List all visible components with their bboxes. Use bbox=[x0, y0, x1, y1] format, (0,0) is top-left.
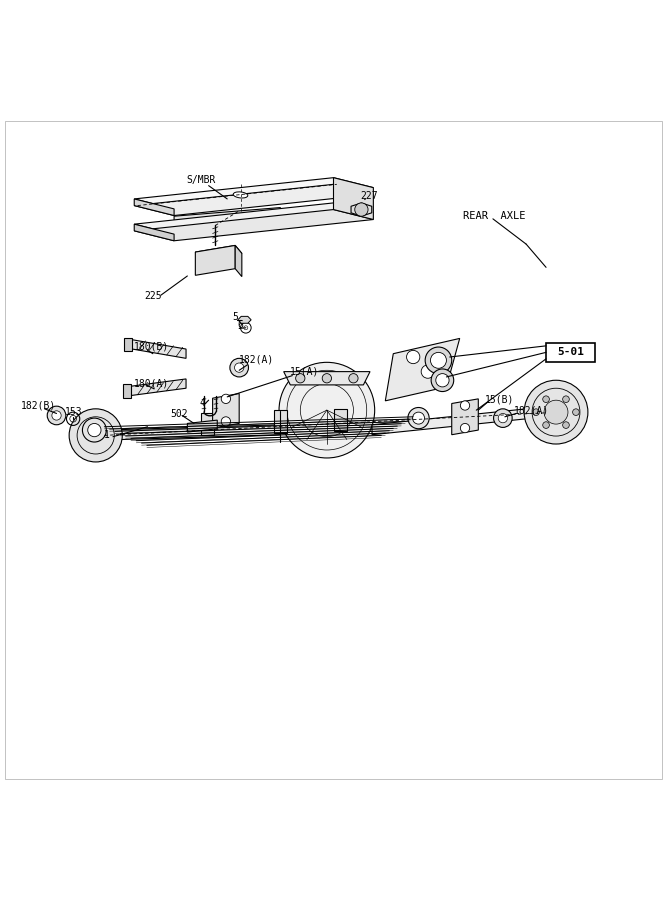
Polygon shape bbox=[386, 338, 460, 400]
Circle shape bbox=[431, 369, 454, 392]
Circle shape bbox=[436, 374, 449, 387]
Circle shape bbox=[88, 423, 101, 436]
Circle shape bbox=[573, 409, 579, 416]
Circle shape bbox=[221, 417, 231, 426]
Text: 15(B): 15(B) bbox=[485, 394, 514, 404]
Text: 5: 5 bbox=[233, 311, 238, 322]
Polygon shape bbox=[372, 407, 546, 435]
Circle shape bbox=[460, 423, 470, 433]
Text: 502: 502 bbox=[171, 409, 188, 419]
Polygon shape bbox=[123, 384, 131, 398]
Circle shape bbox=[295, 374, 305, 382]
Circle shape bbox=[355, 202, 368, 216]
Circle shape bbox=[563, 422, 570, 428]
Polygon shape bbox=[283, 372, 370, 385]
Circle shape bbox=[83, 418, 106, 442]
Circle shape bbox=[69, 409, 122, 462]
Circle shape bbox=[543, 422, 550, 428]
Circle shape bbox=[563, 396, 570, 402]
Circle shape bbox=[544, 400, 568, 424]
Circle shape bbox=[430, 353, 446, 368]
Polygon shape bbox=[131, 379, 186, 395]
Polygon shape bbox=[104, 425, 280, 440]
Polygon shape bbox=[187, 420, 217, 432]
Circle shape bbox=[52, 410, 61, 420]
Text: 182(A): 182(A) bbox=[239, 355, 274, 365]
Bar bbox=[273, 410, 287, 433]
Circle shape bbox=[498, 413, 508, 423]
Text: 4: 4 bbox=[199, 398, 205, 409]
Circle shape bbox=[407, 350, 420, 364]
Polygon shape bbox=[174, 208, 280, 230]
Text: 6: 6 bbox=[237, 320, 243, 329]
Circle shape bbox=[47, 406, 66, 425]
Text: 15(A): 15(A) bbox=[290, 366, 319, 376]
Polygon shape bbox=[235, 246, 242, 276]
Text: 5-01: 5-01 bbox=[557, 347, 584, 357]
Polygon shape bbox=[351, 203, 372, 216]
Circle shape bbox=[322, 374, 331, 382]
Circle shape bbox=[235, 363, 244, 373]
Polygon shape bbox=[195, 246, 242, 260]
Circle shape bbox=[408, 408, 429, 428]
Polygon shape bbox=[134, 177, 374, 209]
Circle shape bbox=[460, 400, 470, 410]
Circle shape bbox=[349, 374, 358, 382]
Polygon shape bbox=[134, 224, 174, 241]
Polygon shape bbox=[134, 202, 374, 234]
Text: 180(B): 180(B) bbox=[134, 341, 169, 351]
Polygon shape bbox=[452, 399, 478, 435]
Polygon shape bbox=[134, 210, 374, 241]
Text: 180(A): 180(A) bbox=[134, 378, 169, 388]
Bar bbox=[546, 343, 594, 362]
Text: 1: 1 bbox=[104, 430, 110, 440]
Polygon shape bbox=[195, 246, 235, 275]
Text: 227: 227 bbox=[360, 191, 378, 201]
Circle shape bbox=[533, 409, 540, 416]
Bar bbox=[334, 409, 347, 431]
Text: S/MBR: S/MBR bbox=[186, 175, 215, 185]
Circle shape bbox=[421, 365, 434, 378]
Polygon shape bbox=[134, 184, 374, 215]
Polygon shape bbox=[238, 317, 251, 323]
Text: 182(B): 182(B) bbox=[21, 400, 57, 410]
Circle shape bbox=[279, 363, 375, 458]
Circle shape bbox=[524, 381, 588, 444]
Circle shape bbox=[543, 396, 550, 402]
Circle shape bbox=[230, 358, 249, 377]
Bar bbox=[201, 413, 214, 436]
Polygon shape bbox=[334, 177, 374, 220]
Circle shape bbox=[413, 412, 424, 424]
Text: 153: 153 bbox=[65, 408, 82, 418]
Polygon shape bbox=[132, 339, 186, 358]
Text: REAR  AXLE: REAR AXLE bbox=[463, 211, 526, 220]
Circle shape bbox=[425, 347, 452, 374]
Circle shape bbox=[494, 409, 512, 428]
Polygon shape bbox=[213, 393, 239, 428]
Polygon shape bbox=[124, 338, 132, 351]
Circle shape bbox=[221, 394, 231, 403]
Polygon shape bbox=[134, 199, 174, 215]
Text: 225: 225 bbox=[144, 291, 162, 301]
Ellipse shape bbox=[233, 192, 247, 198]
Text: 182(A): 182(A) bbox=[514, 406, 550, 416]
